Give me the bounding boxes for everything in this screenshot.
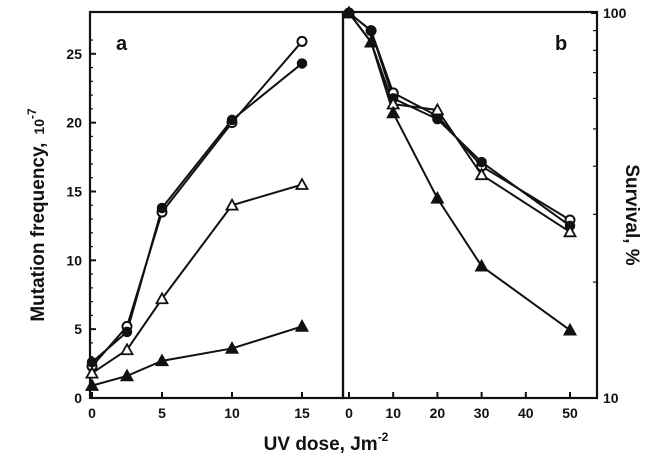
x-axis-title: UV dose, Jm-2	[264, 430, 389, 455]
data-point-b-open-triangle-3	[430, 102, 445, 116]
data-point-a-filled-triangle-3	[224, 341, 240, 354]
data-point-a-filled-triangle-4	[294, 319, 310, 332]
y-tick-label-b-100: 100	[603, 5, 627, 21]
data-point-a-open-triangle-3	[224, 197, 240, 211]
panel-b: 0 10 20 30 40 50 10 100 b	[341, 5, 627, 421]
data-point-a-filled-circle-2	[156, 202, 168, 214]
y-axis-right-title: Survival, %	[621, 164, 642, 265]
series-line-a-open-circle	[91, 40, 303, 367]
y-tick-label-a-20: 20	[66, 115, 82, 131]
data-point-a-filled-triangle-1	[119, 368, 135, 382]
data-point-a-filled-circle-4	[296, 58, 308, 69]
y-tick-label-a-10: 10	[66, 252, 82, 268]
data-point-b-filled-triangle-5	[562, 322, 578, 336]
data-point-b-filled-circle-3	[432, 113, 443, 125]
series-line-a-open-triangle	[91, 183, 303, 375]
data-point-b-filled-triangle-4	[474, 258, 489, 272]
x-tick-label-b-0: 0	[345, 405, 353, 421]
x-axis-title-superscript: -2	[378, 430, 389, 444]
x-tick-label-a-15: 15	[294, 405, 310, 421]
x-tick-label-b-30: 30	[474, 405, 490, 421]
x-tick-label-b-20: 20	[430, 405, 446, 421]
y-tick-label-a-25: 25	[66, 46, 82, 62]
x-tick-label-b-50: 50	[562, 405, 578, 421]
data-point-a-open-triangle-0	[84, 365, 100, 379]
data-point-a-open-triangle-2	[154, 291, 170, 305]
y-tick-label-a-5: 5	[74, 321, 82, 337]
data-point-a-open-triangle-1	[119, 342, 135, 356]
panel-a-frame	[88, 10, 345, 400]
series-line-b-filled-triangle	[348, 12, 571, 332]
data-point-b-filled-triangle-1	[364, 34, 379, 48]
data-point-b-filled-circle-4	[476, 156, 487, 168]
panel-b-frame	[341, 10, 599, 400]
y-axis-left-unit-superscript: -7	[25, 108, 39, 119]
data-point-b-open-triangle-4	[474, 167, 489, 181]
data-point-a-filled-circle-3	[226, 114, 238, 126]
series-line-b-filled-circle	[348, 12, 571, 227]
x-tick-label-b-10: 10	[385, 405, 401, 421]
data-point-b-filled-triangle-2	[386, 105, 401, 119]
data-point-a-open-circle-4	[296, 35, 308, 47]
data-point-b-filled-circle-1	[365, 25, 377, 36]
data-point-a-filled-circle-1	[121, 326, 133, 338]
data-point-a-filled-circle-0	[86, 356, 98, 368]
x-axis-title-text: UV dose, Jm	[264, 434, 378, 455]
data-point-b-open-triangle-5	[562, 224, 578, 238]
data-point-a-filled-triangle-0	[84, 378, 100, 391]
y-tick-label-a-15: 15	[66, 183, 82, 199]
data-point-a-filled-triangle-2	[154, 353, 170, 367]
x-tick-label-b-40: 40	[518, 405, 534, 421]
series-line-b-open-circle	[348, 12, 571, 221]
data-point-b-filled-triangle-3	[430, 191, 445, 204]
x-tick-label-a-5: 5	[158, 405, 166, 421]
x-tick-label-a-10: 10	[224, 405, 240, 421]
data-point-a-open-triangle-4	[294, 177, 310, 190]
panel-a-label: a	[116, 33, 128, 55]
panel-a: 0 5 10 15 0 5 10 15 20 25 a	[66, 10, 345, 421]
data-point-b-filled-triangle-0	[341, 5, 357, 19]
x-tick-label-a-0: 0	[88, 405, 96, 421]
y-tick-label-a-0: 0	[74, 390, 82, 406]
y-axis-left-title-text: Mutation frequency,	[28, 143, 49, 322]
series-line-a-filled-circle	[91, 62, 303, 363]
y-axis-left-unit: 10	[31, 119, 47, 135]
panel-b-label: b	[555, 33, 567, 55]
y-tick-label-b-10: 10	[603, 390, 619, 406]
y-axis-left-title: Mutation frequency, 10-7	[25, 108, 49, 322]
